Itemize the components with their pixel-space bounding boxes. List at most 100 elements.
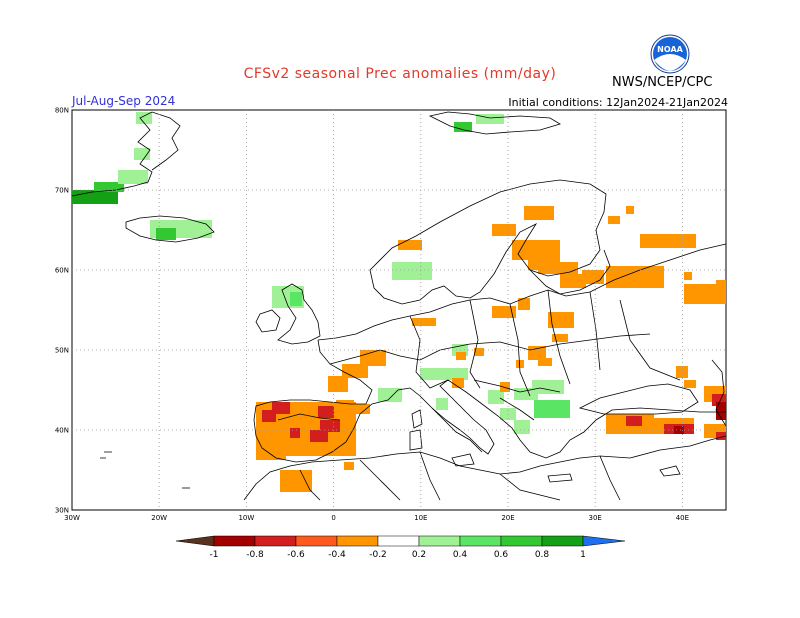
- longitude-labels: 30W 20W 10W 0 10E 20E 30E 40E: [64, 514, 689, 522]
- anomaly-cell: [500, 382, 510, 392]
- anomaly-cell: [626, 416, 642, 426]
- graticule: [72, 110, 726, 510]
- anomaly-cell: [118, 170, 148, 184]
- map-frame: [71, 109, 727, 511]
- colorbar: -1 -0.8 -0.6 -0.4 -0.2 0.2 0.4 0.6 0.8 1: [175, 535, 626, 560]
- anomaly-cell: [716, 402, 726, 420]
- logo-text: NOAA: [657, 45, 683, 54]
- anomaly-cell: [548, 312, 574, 328]
- lat-label: 70N: [55, 187, 69, 195]
- lon-label: 40E: [676, 514, 689, 522]
- anomaly-cell: [344, 462, 354, 470]
- colorbar-tick-label: -0.2: [369, 550, 387, 560]
- anomaly-cell: [318, 406, 334, 418]
- anomaly-cell: [134, 148, 150, 160]
- anomaly-cell: [626, 206, 634, 214]
- anomaly-cell: [156, 228, 176, 240]
- anomaly-cell: [320, 420, 340, 432]
- initial-conditions: Initial conditions: 12Jan2024-21Jan2024: [508, 96, 728, 109]
- anomaly-cell: [552, 334, 568, 342]
- anomaly-cell: [94, 182, 124, 192]
- colorbar-tick-label: 0.2: [412, 550, 426, 560]
- forecast-period: Jul-Aug-Sep 2024: [72, 94, 176, 108]
- anomaly-cell: [328, 376, 348, 392]
- anomaly-cell: [488, 390, 504, 404]
- anomaly-cell: [560, 274, 586, 288]
- anomaly-cell: [342, 364, 368, 378]
- org-label: NWS/NCEP/CPC: [612, 75, 713, 90]
- anomaly-cell: [256, 442, 286, 460]
- anomaly-cell: [454, 122, 472, 132]
- anomaly-cell: [684, 380, 696, 388]
- colorbar-tick-label: 0.4: [453, 550, 468, 560]
- anomaly-cell: [310, 430, 328, 442]
- anomaly-cell: [512, 240, 560, 260]
- colorbar-tick-label: -0.6: [287, 550, 305, 560]
- anomaly-cell: [674, 426, 684, 434]
- anomaly-cell: [398, 240, 422, 250]
- lon-label: 20W: [151, 514, 167, 522]
- colorbar-tick-label: -0.8: [246, 550, 264, 560]
- colorbar-segment: [254, 535, 297, 547]
- anomaly-cell: [716, 280, 726, 290]
- anomaly-cell: [456, 352, 466, 360]
- anomaly-cell: [640, 234, 696, 248]
- anomaly-cell: [336, 400, 354, 408]
- anomaly-cell: [492, 224, 516, 236]
- anomaly-cell: [436, 398, 448, 410]
- anomaly-cell: [452, 378, 464, 388]
- anomaly-cell: [420, 368, 468, 380]
- anomaly-cell: [412, 318, 436, 326]
- lat-label: 30N: [55, 507, 69, 515]
- anomaly-cell: [684, 272, 692, 280]
- lon-label: 10W: [238, 514, 254, 522]
- anomaly-cell: [528, 346, 546, 360]
- anomaly-cell: [532, 380, 564, 394]
- anomaly-cell: [716, 432, 726, 440]
- lon-label: 30W: [64, 514, 80, 522]
- colorbar-segment: [418, 535, 461, 547]
- colorbar-segment: [295, 535, 338, 547]
- colorbar-tick-label: 0.8: [535, 550, 550, 560]
- anomaly-cell: [538, 262, 578, 274]
- colorbar-segment: [213, 535, 256, 547]
- anomaly-cell: [684, 424, 692, 432]
- lat-label: 60N: [55, 267, 69, 275]
- lon-label: 10E: [414, 514, 427, 522]
- anomaly-cell: [684, 284, 726, 304]
- anomaly-cell: [290, 428, 300, 438]
- colorbar-tick-label: 0.6: [494, 550, 509, 560]
- anomaly-cell: [474, 348, 484, 356]
- anomaly-cell: [272, 402, 290, 414]
- anomaly-cell: [524, 206, 554, 220]
- colorbar-right-arrow: [582, 535, 626, 547]
- anomaly-cell: [676, 366, 688, 378]
- anomaly-cell: [280, 470, 312, 492]
- colorbar-segment: [500, 535, 543, 547]
- latitude-labels: 80N 70N 60N 50N 40N 30N: [55, 107, 69, 515]
- anomaly-cell: [136, 112, 152, 124]
- anomaly-cell: [518, 298, 530, 310]
- lat-label: 50N: [55, 347, 69, 355]
- colorbar-tick-label: -1: [210, 550, 219, 560]
- lat-label: 40N: [55, 427, 69, 435]
- anomaly-cell: [516, 360, 524, 368]
- colorbar-tick-label: -0.4: [328, 550, 346, 560]
- anomaly-cell: [476, 114, 504, 124]
- lon-label: 30E: [589, 514, 602, 522]
- anomaly-cell: [290, 292, 302, 306]
- anomaly-cell: [262, 410, 276, 422]
- colorbar-tick-label: 1: [580, 550, 586, 560]
- colorbar-left-arrow: [175, 535, 215, 547]
- anomaly-cell: [534, 400, 570, 418]
- noaa-logo: NOAA: [650, 34, 690, 74]
- anomaly-cell: [538, 358, 552, 366]
- lon-label: 20E: [501, 514, 514, 522]
- colorbar-segment: [541, 535, 584, 547]
- coastlines: [71, 111, 727, 501]
- anomaly-cell: [608, 216, 620, 224]
- colorbar-segment: [336, 535, 379, 547]
- anomaly-cell: [354, 404, 370, 414]
- colorbar-segment: [459, 535, 502, 547]
